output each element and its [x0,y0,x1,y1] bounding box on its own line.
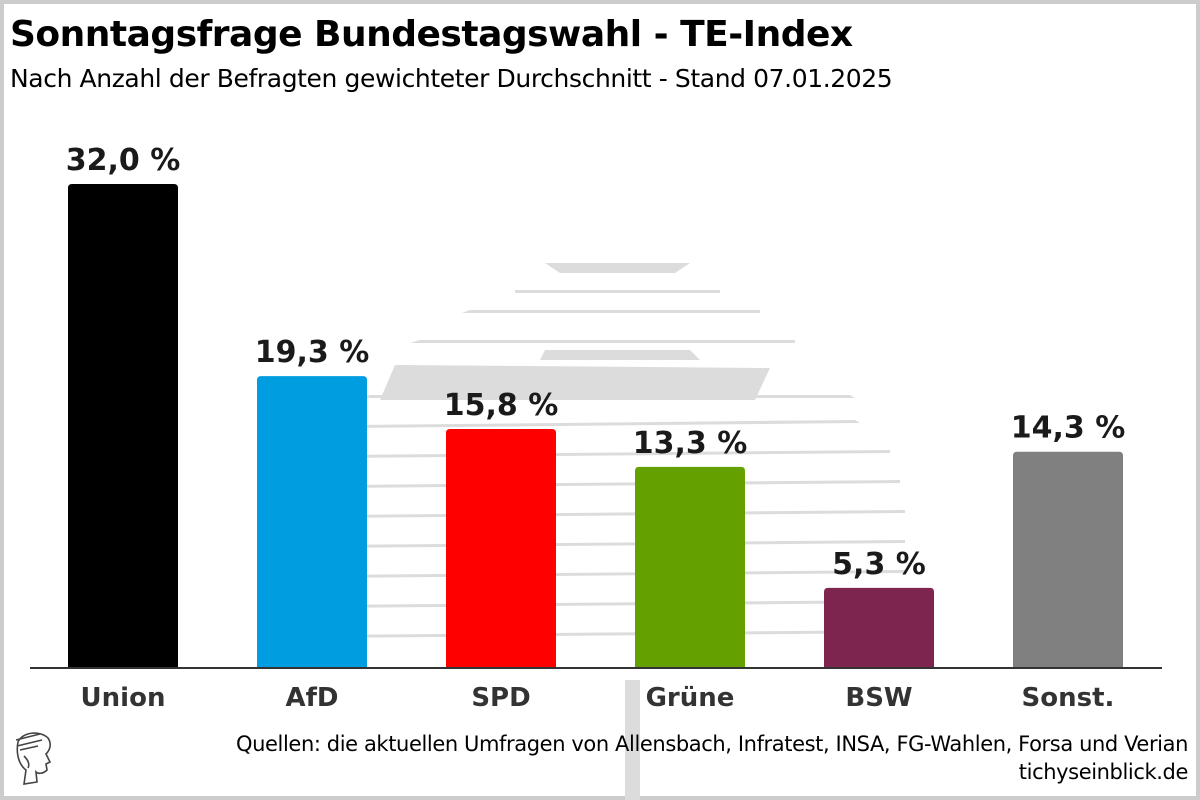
labels-group: 32,0 % Union 19,3 % AfD 15,8 % SPD 13,3 % Grüne… [66,143,1126,713]
value-label-bsw: 5,3 % [832,547,926,582]
value-label-union: 32,0 % [66,143,181,178]
value-label-afd: 19,3 % [255,335,370,370]
value-label-spd: 15,8 % [444,388,559,423]
value-label-sonst: 14,3 % [1011,411,1126,446]
bar-sonst [1013,451,1123,668]
value-label-gr-ne: 13,3 % [633,426,748,461]
category-label-gr-ne: Grüne [646,683,735,713]
bar-afd [257,376,367,668]
bar-bsw [824,587,934,668]
site-credit: tichyseinblick.de [1018,760,1189,784]
bars-group [68,184,1123,668]
hermes-head-logo-icon [15,732,52,785]
category-label-spd: SPD [471,683,530,713]
chart-title: Sonntagsfrage Bundestagswahl - TE-Index [10,14,853,55]
category-label-afd: AfD [285,683,338,713]
source-note: Quellen: die aktuellen Umfragen von Alle… [236,732,1188,756]
chart-subtitle: Nach Anzahl der Befragten gewichteter Du… [10,64,893,93]
bar-union [68,184,178,668]
bar-gr-ne [635,466,745,668]
category-label-bsw: BSW [845,683,912,713]
watermark-dome-icon [315,263,905,800]
category-label-sonst: Sonst. [1022,683,1115,713]
category-label-union: Union [81,683,166,713]
bar-spd [446,429,556,668]
